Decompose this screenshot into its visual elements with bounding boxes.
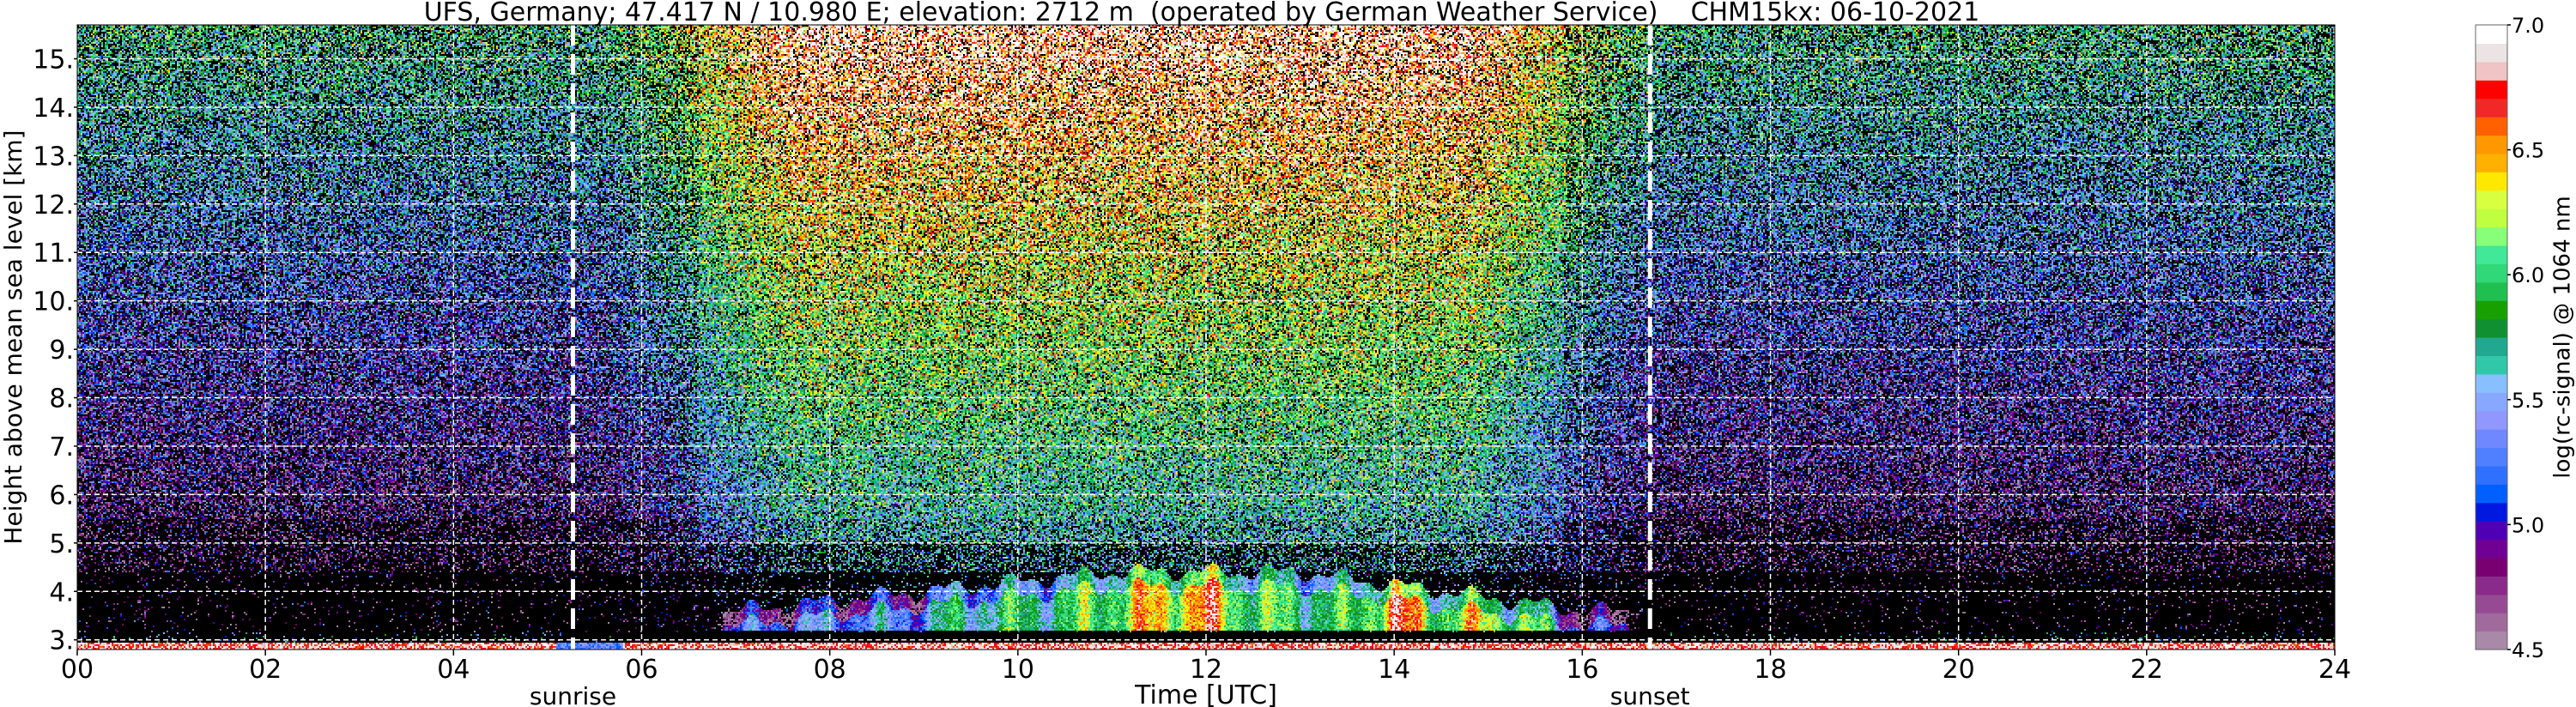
colorbar-swatch xyxy=(2476,245,2507,264)
y-tick-label: 6. xyxy=(49,480,74,511)
colorbar-swatch xyxy=(2476,153,2507,172)
colorbar-swatch xyxy=(2476,263,2507,283)
colorbar-tick-label: 5.0 xyxy=(2512,513,2544,537)
y-tick-label: 3. xyxy=(49,626,74,656)
colorbar-swatch xyxy=(2476,594,2507,613)
colorbar-swatch xyxy=(2476,98,2507,118)
colorbar-swatch xyxy=(2476,337,2507,357)
chart-title: UFS, Germany; 47.417 N / 10.980 E; eleva… xyxy=(424,0,1980,27)
colorbar-swatch xyxy=(2476,227,2507,246)
x-axis-label: Time [UTC] xyxy=(1134,680,1277,707)
colorbar-swatch xyxy=(2476,80,2507,100)
colorbar-swatch xyxy=(2476,318,2507,338)
y-tick-label: 15. xyxy=(33,45,74,76)
x-tick-label: 00 xyxy=(61,655,94,685)
y-tick-label: 11. xyxy=(33,239,74,269)
colorbar-swatch xyxy=(2476,281,2507,301)
x-tick-label: 08 xyxy=(814,655,846,685)
x-tick-label: 16 xyxy=(1566,655,1598,685)
x-tick-label: 12 xyxy=(1190,655,1222,685)
y-tick-label: 14. xyxy=(33,94,74,124)
sunset-label: sunset xyxy=(1610,682,1690,707)
colorbar-swatch xyxy=(2476,502,2507,522)
colorbar-swatch xyxy=(2476,576,2507,595)
colorbar-swatch xyxy=(2476,631,2507,650)
sunrise-label: sunrise xyxy=(530,682,616,707)
colorbar-tick-label: 5.5 xyxy=(2512,389,2544,413)
y-tick-label: 13. xyxy=(33,142,74,172)
x-tick-label: 22 xyxy=(2131,655,2163,685)
colorbar-swatch xyxy=(2476,539,2507,559)
colorbar-swatch xyxy=(2476,410,2507,430)
y-axis-label: Height above mean sea level [km] xyxy=(0,130,27,544)
colorbar-swatch xyxy=(2476,557,2507,577)
x-tick-label: 14 xyxy=(1378,655,1410,685)
y-tick-label: 8. xyxy=(49,384,74,414)
sun-annotations: sunrise sunset xyxy=(530,25,1690,707)
colorbar-tick-label: 6.5 xyxy=(2512,139,2544,163)
colorbar: 4.5 5.0 5.5 6.0 6.5 7.0 xyxy=(2475,14,2544,662)
y-axis: 3. 4. 5. 6. 7. 8. 9. 10. 11. 12. 13. 14. 15. xyxy=(33,45,77,656)
colorbar-swatch xyxy=(2476,484,2507,504)
colorbar-swatch xyxy=(2476,172,2507,191)
y-tick-label: 5. xyxy=(49,529,74,559)
x-tick-label: 02 xyxy=(249,655,282,685)
colorbar-swatch xyxy=(2476,61,2507,81)
grid xyxy=(77,25,2335,650)
colorbar-swatch xyxy=(2476,355,2507,375)
colorbar-swatch xyxy=(2476,465,2507,485)
colorbar-swatch xyxy=(2476,117,2507,136)
x-tick-label: 24 xyxy=(2318,655,2351,685)
y-tick-label: 9. xyxy=(49,335,74,366)
colorbar-swatch xyxy=(2476,208,2507,228)
colorbar-swatch xyxy=(2476,429,2507,449)
y-tick-label: 12. xyxy=(33,190,74,221)
x-tick-label: 04 xyxy=(437,655,470,685)
colorbar-swatch xyxy=(2476,447,2507,467)
colorbar-tick-label: 4.5 xyxy=(2512,638,2544,662)
x-tick-label: 20 xyxy=(1943,655,1975,685)
colorbar-swatch xyxy=(2476,300,2507,320)
colorbar-label: log(rc-signal) @ 1064 nm xyxy=(2550,196,2576,478)
y-tick-label: 4. xyxy=(49,577,74,607)
colorbar-swatch xyxy=(2476,43,2507,63)
colorbar-swatch xyxy=(2476,521,2507,541)
colorbar-swatch xyxy=(2476,392,2507,412)
colorbar-tick-label: 7.0 xyxy=(2512,14,2544,38)
colorbar-swatch xyxy=(2476,373,2507,393)
x-tick-label: 10 xyxy=(1002,655,1034,685)
y-tick-label: 10. xyxy=(33,287,74,317)
colorbar-swatch xyxy=(2476,25,2507,45)
x-axis: 00 02 04 06 08 10 12 14 16 18 20 22 24 xyxy=(61,650,2351,685)
x-tick-label: 06 xyxy=(625,655,658,685)
plot-frame xyxy=(76,24,2336,650)
colorbar-swatch xyxy=(2476,190,2507,209)
colorbar-swatch xyxy=(2476,613,2507,632)
y-tick-label: 7. xyxy=(49,432,74,462)
colorbar-frame xyxy=(2475,24,2508,650)
colorbar-tick-label: 6.0 xyxy=(2512,263,2544,287)
colorbar-swatch xyxy=(2476,135,2507,154)
x-tick-label: 18 xyxy=(1754,655,1786,685)
